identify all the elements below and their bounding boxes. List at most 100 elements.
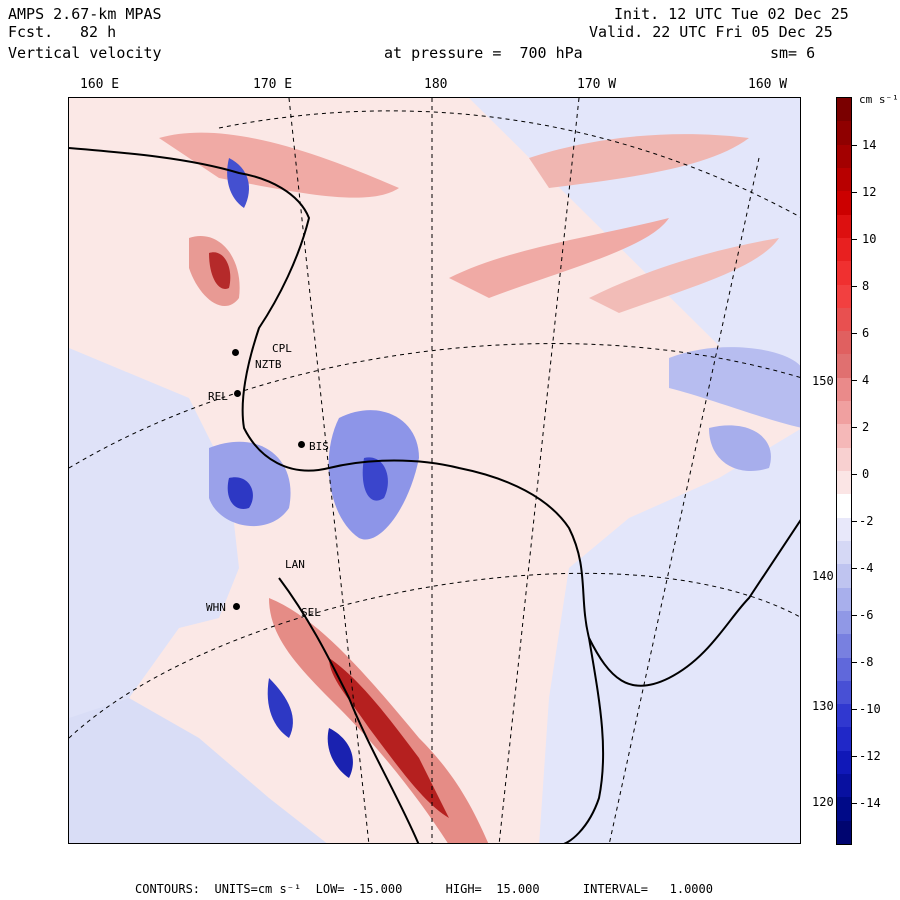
colorbar-segment [837,144,851,169]
graticule [69,98,800,843]
colorbar-tick [851,803,857,804]
station-label: CPL [272,342,292,355]
colorbar-segment [837,354,851,379]
station-label: LAN [285,558,305,571]
field-name: Vertical velocity [8,44,162,62]
colorbar-tick-label: 6 [862,326,870,340]
negative-patch [669,347,800,428]
colorbar-segment [837,657,851,682]
colorbar-tick [851,615,857,616]
colorbar-tick [851,662,857,663]
colorbar-tick [851,756,857,757]
colorbar-segment [837,634,851,659]
colorbar-segment [837,261,851,286]
colorbar-tick [851,709,857,710]
colorbar-segment [837,797,851,822]
colorbar-segment [837,331,851,356]
colorbar-tick [851,145,857,146]
west-negative-core [227,477,253,509]
station-label: REL [208,390,228,403]
colorbar-segment [837,424,851,449]
colorbar-tick [851,333,857,334]
colorbar-tick [851,427,857,428]
forecast-label: Fcst. [8,23,54,41]
station-label: BIS [309,440,329,453]
valid-time: Valid. 22 UTC Fri 05 Dec 25 [589,23,833,41]
colorbar-segment [837,517,851,542]
init-time: Init. 12 UTC Tue 02 Dec 25 [614,5,849,23]
colorbar-tick [851,239,857,240]
colorbar-segment [837,121,851,146]
colorbar-tick-label: 14 [862,138,877,152]
colorbar-segment [837,377,851,403]
colorbar-segment [837,214,851,239]
colorbar-segment [837,727,851,752]
station-dot [233,603,240,610]
model-title: AMPS 2.67-km MPAS [8,5,162,23]
colorbar-tick-label: -10 [859,702,881,716]
coastline-mountain [278,577,420,843]
colorbar-tick-label: 2 [862,420,870,434]
west-blue-region [69,348,239,738]
lon-label-170w: 170 W [577,77,617,92]
smoothing: sm= 6 [770,44,816,62]
contour-info: CONTOURS: UNITS=cm s⁻¹ LOW= -15.000 HIGH… [135,882,713,896]
colorbar-tick [851,474,857,475]
colorbar-segment [837,564,851,589]
pressure-level: at pressure = 700 hPa [384,44,583,62]
colorbar-tick [851,568,857,569]
nw-positive-core [209,252,231,289]
colorbar-units: cm s⁻¹ [859,93,899,106]
colorbar-tick-label: -4 [859,561,874,575]
colorbar-segment [837,237,851,263]
lon-label-180: 180 [424,77,448,92]
colorbar-segment [837,494,851,519]
colorbar-segment [837,471,851,496]
colorbar-segment [837,447,851,472]
positive-streak [589,238,779,313]
colorbar-segment [837,774,851,799]
colorbar-segment [837,750,851,776]
colorbar-segment [837,610,851,636]
station-dot [234,390,241,397]
colorbar-segment [837,307,851,333]
colorbar-tick-label: 10 [862,232,877,246]
colorbar-segment [837,587,851,612]
colorbar-tick [851,192,857,193]
map-panel[interactable] [68,97,801,844]
positive-streak [449,218,669,298]
mountain-positive-core [329,658,449,818]
lon-label-170e: 170 E [253,77,293,92]
colorbar-segment [837,98,851,123]
colorbar-segment [837,680,851,706]
colorbar-tick-label: -12 [859,749,881,763]
coastline-south [563,637,605,843]
colorbar-segment [837,540,851,566]
west-negative-blob [209,441,291,527]
colorbar-tick-label: 12 [862,185,877,199]
colorbar-segment [837,401,851,426]
colorbar-segment [837,191,851,216]
colorbar-tick-label: -14 [859,796,881,810]
colorbar-tick-label: -2 [859,514,874,528]
colorbar-tick-label: -6 [859,608,874,622]
colorbar-tick-label: 0 [862,467,870,481]
station-label: WHN [206,601,226,614]
station-dot [298,441,305,448]
lon-label-160e: 160 E [80,77,120,92]
positive-streak [159,132,399,198]
central-negative-core [362,457,388,501]
station-dot [232,349,239,356]
ross-ice-shelf-region [469,98,800,843]
forecast-hours: 82 h [80,23,117,41]
colorbar-tick-label: -8 [859,655,874,669]
colorbar-tick-label: 8 [862,279,870,293]
station-label: SEL [301,606,321,619]
colorbar-segment [837,167,851,193]
southwest-blue-region [69,698,327,843]
positive-streak [529,134,749,188]
lon-label-160w: 160 W [748,77,788,92]
colorbar-tick [851,521,857,522]
mountain-negative-core [327,728,353,778]
map-svg [69,98,800,843]
